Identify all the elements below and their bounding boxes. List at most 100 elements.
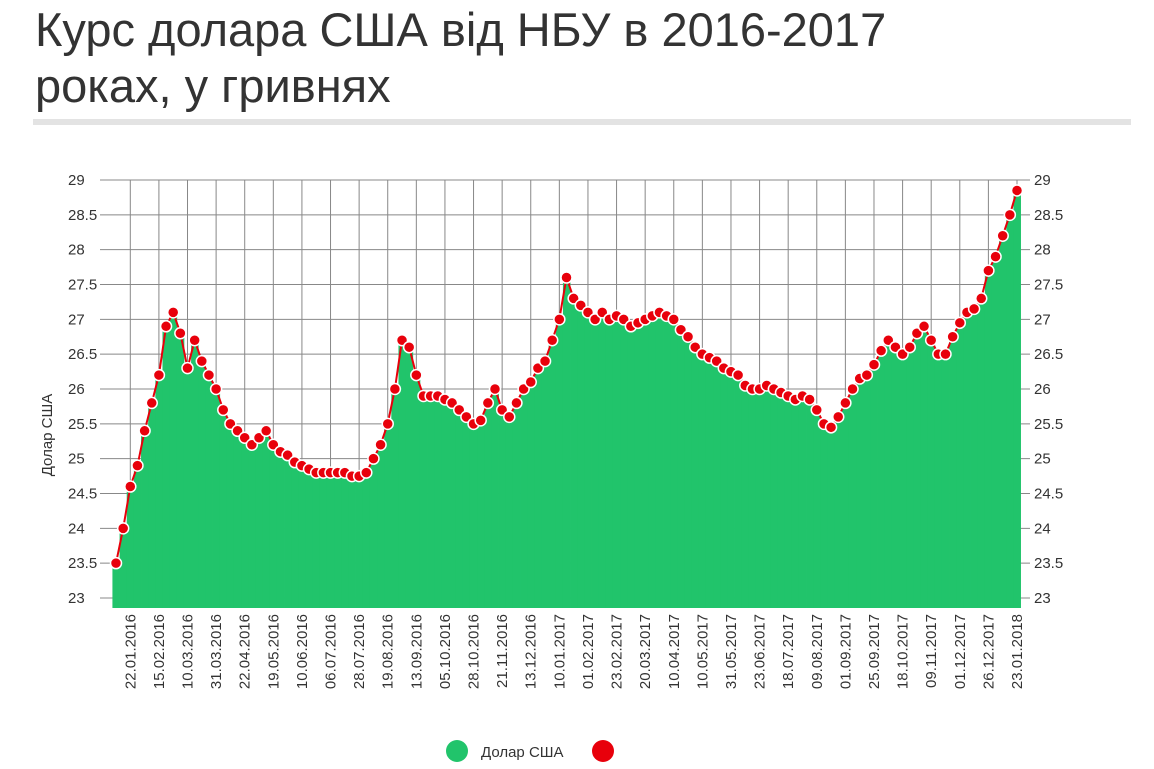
bar	[641, 319, 650, 608]
marker	[560, 271, 573, 284]
y-tick-label: 26	[68, 381, 85, 398]
bar	[570, 298, 578, 608]
x-tick-label: 22.04.2016	[237, 614, 254, 689]
marker	[367, 452, 380, 465]
legend-marker-swatch	[592, 740, 614, 762]
marker	[831, 410, 845, 424]
y2-tick-label: 27.5	[1034, 277, 1063, 294]
y-tick-label: 28.5	[68, 207, 97, 224]
bar	[784, 395, 793, 608]
marker	[524, 375, 537, 389]
x-tick-label: 22.01.2016	[122, 614, 139, 689]
marker	[381, 417, 394, 431]
y2-tick-label: 28	[1034, 242, 1051, 259]
bar	[670, 319, 678, 608]
bar	[226, 423, 235, 608]
bar	[913, 333, 921, 608]
bar	[891, 347, 900, 608]
bar	[233, 430, 242, 608]
marker	[488, 382, 502, 396]
y2-tick-label: 25	[1034, 451, 1051, 468]
bar	[684, 336, 693, 608]
bar	[1013, 190, 1021, 608]
x-tick-label: 10.03.2016	[180, 614, 197, 689]
x-tick-label: 01.09.2017	[837, 614, 854, 689]
y-tick-label: 24.5	[68, 486, 97, 503]
bar	[362, 472, 371, 608]
y2-tick-label: 26.5	[1034, 346, 1063, 363]
bar	[577, 305, 585, 608]
x-tick-label: 01.02.2017	[580, 614, 597, 689]
bar	[977, 298, 986, 608]
bar	[512, 402, 521, 608]
marker	[474, 414, 487, 427]
marker	[974, 292, 988, 305]
bar	[155, 375, 163, 608]
y2-tick-label: 25.5	[1034, 416, 1063, 433]
bar	[434, 395, 442, 608]
bar	[999, 235, 1007, 608]
x-tick-label: 23.06.2017	[752, 614, 769, 689]
bar	[763, 385, 771, 608]
bar	[198, 361, 206, 608]
marker	[939, 347, 952, 361]
marker	[839, 396, 852, 410]
marker	[124, 480, 137, 493]
bar	[162, 326, 171, 608]
bar	[284, 455, 292, 608]
y-tick-label: 25.5	[68, 416, 97, 433]
marker	[538, 354, 552, 368]
bar	[727, 371, 735, 608]
marker	[217, 403, 230, 417]
marker	[903, 340, 916, 354]
bar	[748, 389, 757, 608]
bar	[133, 465, 142, 608]
marker	[410, 368, 423, 382]
x-tick-label: 09.11.2017	[923, 614, 940, 688]
bar	[877, 350, 886, 608]
bar	[698, 354, 707, 608]
bar	[798, 395, 807, 608]
bar	[820, 423, 828, 608]
bar	[677, 329, 685, 608]
bar	[956, 322, 964, 608]
bar	[734, 375, 743, 608]
marker	[109, 556, 123, 570]
bar	[927, 340, 936, 608]
x-tick-label: 28.10.2016	[466, 614, 483, 689]
x-tick-label: 19.08.2016	[380, 614, 397, 689]
bar	[384, 423, 392, 608]
bar	[334, 472, 342, 608]
marker	[209, 382, 223, 396]
marker	[874, 344, 888, 357]
bar	[405, 347, 414, 608]
bar	[584, 312, 592, 608]
x-tick-label: 05.10.2016	[437, 614, 454, 689]
marker	[174, 327, 187, 340]
bar	[991, 256, 1000, 608]
bar	[705, 357, 714, 608]
x-tick-label: 21.11.2016	[494, 614, 511, 688]
bar	[326, 472, 335, 608]
bar	[441, 399, 449, 608]
bar	[527, 382, 535, 608]
x-tick-label: 31.05.2017	[723, 614, 740, 689]
bar	[920, 326, 929, 608]
bar	[791, 399, 800, 608]
bar	[970, 308, 979, 608]
bar	[555, 319, 564, 608]
marker	[402, 340, 416, 354]
x-tick-label: 10.05.2017	[694, 614, 711, 689]
bar	[870, 364, 878, 608]
bar	[605, 319, 614, 608]
bar	[841, 402, 850, 608]
marker	[388, 382, 402, 396]
marker	[360, 466, 373, 479]
legend-label: Долар США	[481, 744, 564, 761]
bar	[813, 409, 821, 608]
marker	[810, 403, 824, 417]
bar	[291, 462, 299, 608]
bar	[119, 528, 128, 608]
bar	[934, 354, 943, 608]
bar	[377, 444, 385, 608]
